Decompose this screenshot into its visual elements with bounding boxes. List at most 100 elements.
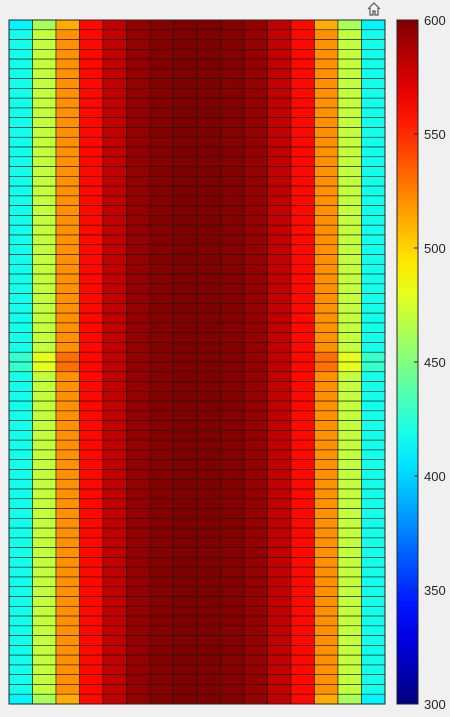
- heatmap-cell: [79, 508, 104, 519]
- heatmap-cell: [126, 684, 151, 695]
- heatmap-cell: [243, 166, 268, 177]
- heatmap-cell: [314, 234, 339, 246]
- heatmap-cell: [196, 518, 221, 529]
- heatmap-cell: [361, 351, 386, 363]
- heatmap-cell: [267, 615, 292, 627]
- heatmap-cell: [79, 557, 104, 568]
- heatmap-cell: [290, 586, 315, 597]
- heatmap-cell: [126, 127, 151, 138]
- heatmap-cell: [196, 68, 221, 79]
- heatmap-cell: [126, 195, 151, 206]
- heatmap-cell: [173, 625, 198, 636]
- heatmap-cell: [361, 420, 386, 431]
- heatmap-cell: [79, 351, 104, 363]
- heatmap-cell: [8, 547, 33, 558]
- heatmap-cell: [220, 19, 245, 31]
- heatmap-cell: [8, 586, 33, 597]
- heatmap-cell: [79, 684, 104, 695]
- heatmap-cell: [32, 410, 57, 421]
- heatmap-cell: [267, 263, 292, 275]
- heatmap-cell: [55, 635, 80, 646]
- heatmap-cell: [314, 332, 339, 343]
- heatmap-cell: [32, 576, 57, 588]
- heatmap-cell: [126, 263, 151, 275]
- heatmap-cell: [32, 586, 57, 597]
- heatmap-cell: [126, 185, 151, 197]
- heatmap-cell: [32, 459, 57, 470]
- heatmap-cell: [267, 478, 292, 490]
- heatmap-cell: [267, 400, 292, 412]
- heatmap-cell: [79, 576, 104, 588]
- heatmap-cell: [196, 488, 221, 500]
- heatmap-cell: [220, 518, 245, 529]
- heatmap-cell: [267, 166, 292, 177]
- colorbar-tick-label: 300: [424, 697, 446, 712]
- heatmap-cell: [243, 439, 268, 451]
- heatmap-cell: [290, 322, 315, 333]
- heatmap-cell: [290, 537, 315, 548]
- heatmap-cell: [243, 508, 268, 519]
- heatmap-cell: [79, 117, 104, 128]
- heatmap-cell: [243, 693, 268, 705]
- heatmap-cell: [267, 420, 292, 431]
- heatmap-cell: [243, 156, 268, 167]
- heatmap-cell: [55, 234, 80, 246]
- heatmap-cell: [173, 684, 198, 695]
- heatmap-cell: [267, 391, 292, 402]
- heatmap-cell: [8, 635, 33, 646]
- heatmap-cell: [196, 195, 221, 206]
- heatmap-cell: [314, 293, 339, 304]
- heatmap-cell: [337, 49, 362, 60]
- heatmap-cell: [196, 322, 221, 333]
- heatmap-cell: [337, 420, 362, 431]
- heatmap-cell: [267, 254, 292, 265]
- heatmap-cell: [196, 224, 221, 236]
- heatmap-cell: [361, 185, 386, 197]
- home-button[interactable]: [365, 0, 383, 18]
- heatmap-cell: [8, 136, 33, 148]
- heatmap-cell: [243, 303, 268, 314]
- heatmap-cell: [314, 596, 339, 607]
- heatmap-cell: [290, 605, 315, 617]
- heatmap-cell: [337, 117, 362, 128]
- heatmap-cell: [79, 547, 104, 558]
- heatmap-cell: [314, 654, 339, 666]
- heatmap-cell: [337, 78, 362, 89]
- heatmap-cell: [173, 215, 198, 226]
- heatmap-cell: [361, 498, 386, 509]
- heatmap-cell: [290, 342, 315, 353]
- heatmap-cell: [149, 29, 174, 40]
- heatmap-cell: [102, 351, 127, 363]
- heatmap-cell: [32, 654, 57, 666]
- heatmap-cell: [79, 88, 104, 99]
- heatmap-cell: [32, 625, 57, 636]
- heatmap-cell: [8, 498, 33, 509]
- heatmap-cell: [102, 49, 127, 60]
- heatmap-cell: [314, 576, 339, 588]
- heatmap-cell: [337, 234, 362, 246]
- colorbar: 300 350 400 450 500 550 600: [396, 13, 446, 712]
- heatmap-cell: [243, 293, 268, 304]
- heatmap-cell: [290, 303, 315, 314]
- heatmap-cell: [55, 342, 80, 353]
- heatmap-cell: [220, 557, 245, 568]
- heatmap-cell: [267, 410, 292, 421]
- heatmap-cell: [220, 283, 245, 294]
- heatmap-cell: [361, 557, 386, 568]
- heatmap-cell: [361, 459, 386, 470]
- heatmap-cell: [32, 215, 57, 226]
- heatmap-cell: [149, 430, 174, 441]
- colorbar-tick-label: 500: [424, 241, 446, 256]
- heatmap-cell: [337, 176, 362, 187]
- heatmap-cell: [173, 566, 198, 578]
- heatmap-cell: [243, 263, 268, 275]
- heatmap-cell: [126, 215, 151, 226]
- heatmap-cell: [267, 605, 292, 617]
- heatmap-cell: [220, 88, 245, 99]
- heatmap-cell: [102, 547, 127, 558]
- heatmap-cell: [314, 303, 339, 314]
- heatmap-cell: [149, 420, 174, 431]
- heatmap-cell: [79, 254, 104, 265]
- heatmap-cell: [267, 508, 292, 519]
- heatmap-cell: [267, 176, 292, 187]
